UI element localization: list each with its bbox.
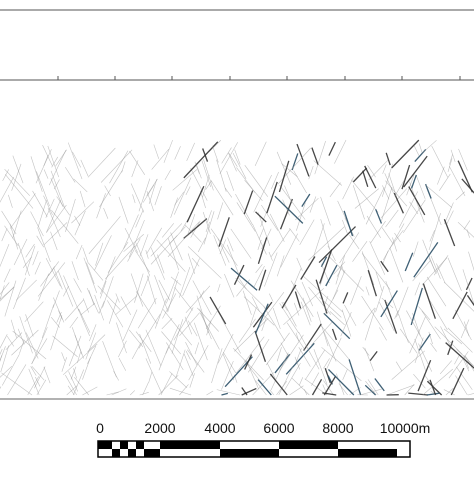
scale-label: 8000 xyxy=(322,420,353,436)
scale-label: 2000 xyxy=(144,420,175,436)
scale-label: 6000 xyxy=(263,420,294,436)
scale-label: 4000 xyxy=(204,420,235,436)
scale-label: 0 xyxy=(96,420,104,436)
scale-label: 10000m xyxy=(380,420,431,436)
